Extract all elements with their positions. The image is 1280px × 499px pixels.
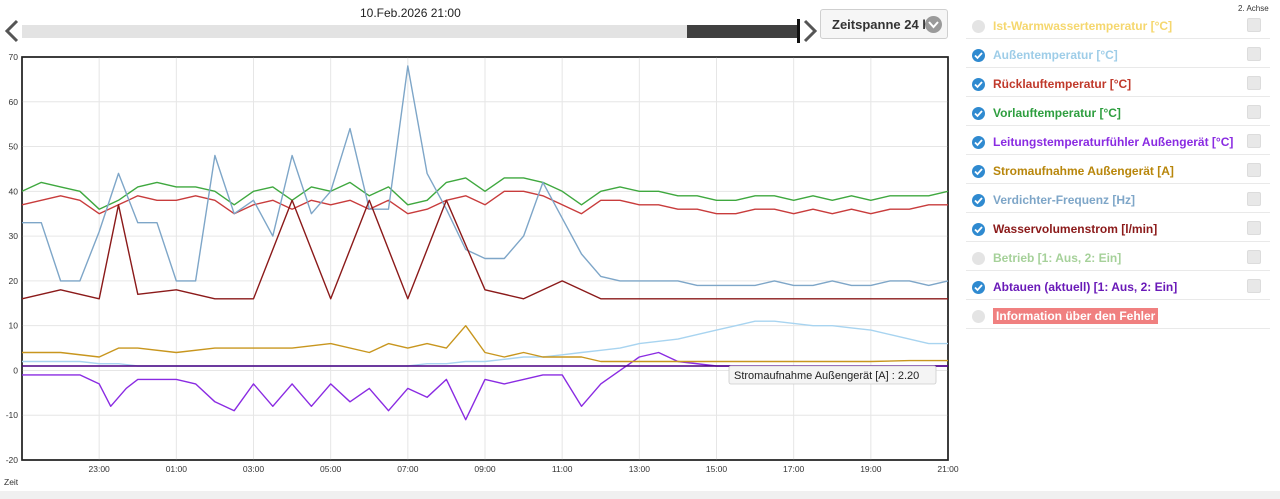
timespan-label: Zeitspanne 24 h <box>832 16 931 32</box>
axis2-checkbox[interactable] <box>1247 279 1261 293</box>
axis2-header: 2. Achse <box>1238 4 1269 13</box>
checkmark-icon[interactable] <box>972 281 985 294</box>
legend-label: Ist-Warmwassertemperatur [°C] <box>993 19 1173 33</box>
series-line <box>22 325 948 363</box>
checkmark-icon[interactable] <box>972 78 985 91</box>
legend-item[interactable]: Stromaufnahme Außengerät [A] <box>966 159 1270 184</box>
legend-item[interactable]: Vorlauftemperatur [°C] <box>966 101 1270 126</box>
legend-label: Information über den Fehler <box>993 308 1159 324</box>
legend-item[interactable]: Abtauen (aktuell) [1: Aus, 2: Ein] <box>966 275 1270 300</box>
legend-label: Betrieb [1: Aus, 2: Ein] <box>993 251 1122 265</box>
unchecked-icon[interactable] <box>972 310 985 323</box>
y-tick-label: 0 <box>13 365 18 375</box>
x-tick-label: 07:00 <box>397 464 419 474</box>
legend-item[interactable]: Außentemperatur [°C] <box>966 43 1270 68</box>
legend-label: Stromaufnahme Außengerät [A] <box>993 164 1174 178</box>
x-tick-label: 17:00 <box>783 464 805 474</box>
plot-border <box>21 56 949 461</box>
y-tick-label: 30 <box>9 231 19 241</box>
time-slider-range[interactable] <box>687 25 798 38</box>
date-label: 10.Feb.2026 21:00 <box>360 6 461 20</box>
legend-label: Vorlauftemperatur [°C] <box>993 106 1121 120</box>
series-line <box>22 351 948 421</box>
line-chart: 70 60 50 40 30 20 10 0 -10 -20 23:00 01:00 03:00 05:0… <box>4 52 959 487</box>
nav-prev-icon[interactable] <box>2 18 22 44</box>
tooltip-text: Stromaufnahme Außengerät [A] : 2.20 <box>734 370 919 382</box>
checkmark-icon[interactable] <box>972 49 985 62</box>
time-slider-handle[interactable] <box>797 19 800 43</box>
y-tick-label: 10 <box>9 321 19 331</box>
checkmark-icon[interactable] <box>972 223 985 236</box>
x-tick-label: 01:00 <box>166 464 188 474</box>
bottom-scrollbar[interactable] <box>0 491 1280 499</box>
series-line <box>22 65 949 287</box>
legend-item[interactable]: Verdichter-Frequenz [Hz] <box>966 188 1270 213</box>
axis2-checkbox[interactable] <box>1247 18 1261 32</box>
series-line <box>21 199 948 300</box>
axis2-checkbox[interactable] <box>1247 76 1261 90</box>
legend-item[interactable]: Wasservolumenstrom [l/min] <box>966 217 1270 242</box>
axis2-checkbox[interactable] <box>1247 192 1261 206</box>
x-tick-label: 21:00 <box>937 464 959 474</box>
y-tick-label: 40 <box>9 186 19 196</box>
unchecked-icon[interactable] <box>972 252 985 265</box>
x-tick-label: 09:00 <box>474 464 496 474</box>
y-tick-label: 70 <box>9 52 19 62</box>
legend-item[interactable]: Rücklauftemperatur [°C] <box>966 72 1270 97</box>
legend-label: Wasservolumenstrom [l/min] <box>993 222 1158 236</box>
x-tick-label: 15:00 <box>706 464 728 474</box>
x-tick-label: 23:00 <box>89 464 111 474</box>
checkmark-icon[interactable] <box>972 165 985 178</box>
nav-next-icon[interactable] <box>800 18 820 44</box>
checkmark-icon[interactable] <box>972 107 985 120</box>
axis2-checkbox[interactable] <box>1247 134 1261 148</box>
axis2-checkbox[interactable] <box>1247 105 1261 119</box>
axis2-checkbox[interactable] <box>1247 250 1261 264</box>
x-tick-label: 11:00 <box>552 464 573 474</box>
chevron-down-icon <box>925 16 942 33</box>
legend-label: Außentemperatur [°C] <box>993 48 1118 62</box>
legend-item[interactable]: Betrieb [1: Aus, 2: Ein] <box>966 246 1270 271</box>
axis2-checkbox[interactable] <box>1247 163 1261 177</box>
unchecked-icon[interactable] <box>972 20 985 33</box>
y-tick-label: -20 <box>6 455 19 465</box>
legend-item[interactable]: Leitungstemperaturfühler Außengerät [°C] <box>966 130 1270 155</box>
tooltip-box <box>728 365 937 385</box>
y-tick-label: 60 <box>9 97 19 107</box>
legend-label: Abtauen (aktuell) [1: Aus, 2: Ein] <box>993 280 1178 294</box>
axis2-checkbox[interactable] <box>1247 47 1261 61</box>
legend-label: Rücklauftemperatur [°C] <box>993 77 1132 91</box>
x-tick-label: 05:00 <box>320 464 342 474</box>
y-tick-label: 50 <box>9 142 19 152</box>
legend-label: Verdichter-Frequenz [Hz] <box>993 193 1136 207</box>
x-tick-label: 03:00 <box>243 464 265 474</box>
series-line <box>21 190 948 215</box>
checkmark-icon[interactable] <box>972 136 985 149</box>
legend-label: Leitungstemperaturfühler Außengerät [°C] <box>993 135 1234 149</box>
timespan-select[interactable]: Zeitspanne 24 h <box>820 9 948 39</box>
checkmark-icon[interactable] <box>972 194 985 207</box>
time-slider[interactable] <box>22 25 798 38</box>
series-line <box>21 177 949 210</box>
y-tick-label: -10 <box>6 410 19 420</box>
legend-item[interactable]: Ist-Warmwassertemperatur [°C] <box>966 14 1270 39</box>
x-tick-label: 19:00 <box>860 464 882 474</box>
legend-item[interactable]: Information über den Fehler <box>966 304 1270 329</box>
x-axis-label: Zeit <box>4 477 19 487</box>
y-tick-label: 20 <box>9 276 19 286</box>
x-tick-label: 13:00 <box>629 464 651 474</box>
axis2-checkbox[interactable] <box>1247 221 1261 235</box>
